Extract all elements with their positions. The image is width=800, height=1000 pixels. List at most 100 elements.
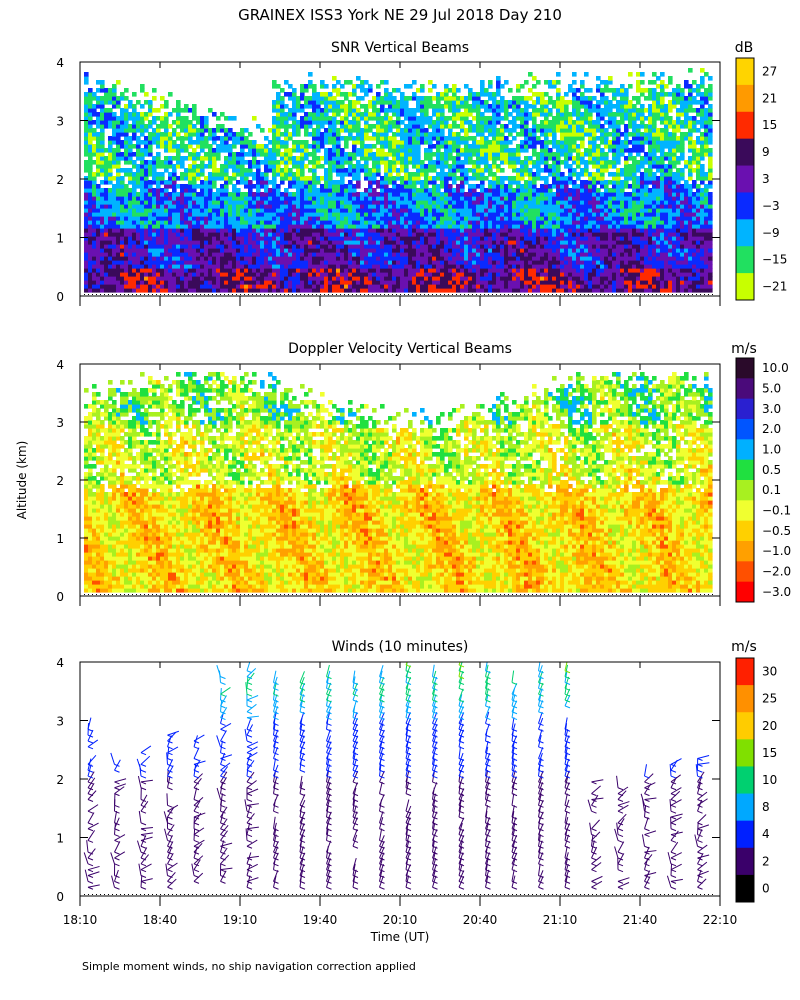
colorbar-1: 27 21 15 9 3 −3 −9 −15 −21 dB xyxy=(735,40,787,301)
colorbar-3-swatch-3 xyxy=(736,739,754,767)
colorbar-1-frame xyxy=(735,57,755,301)
colorbar-1-label-7: −15 xyxy=(762,253,787,267)
colorbar-2-swatch-5 xyxy=(736,459,754,481)
colorbar-2-swatch-4 xyxy=(736,439,754,461)
colorbar-3-swatch-6 xyxy=(736,820,754,849)
colorbar-3-swatch-4 xyxy=(736,766,754,795)
y-tick-label-2-2: 2 xyxy=(56,474,64,488)
colorbar-2-swatch-1 xyxy=(736,378,754,400)
y-tick-label-2-4: 4 xyxy=(56,358,64,372)
colorbar-2-swatch-10 xyxy=(736,561,754,583)
panel-2: Doppler Velocity Vertical Beams 0 1 2 3 4 10.0… xyxy=(56,341,791,606)
colorbar-2-label-9: −1.0 xyxy=(762,544,791,558)
y-tick-label-1-0: 0 xyxy=(56,290,64,304)
colorbar-2-swatch-2 xyxy=(736,398,754,420)
y-tick-label-3-4: 4 xyxy=(56,656,64,670)
y-tick-label-2-0: 0 xyxy=(56,590,64,604)
colorbar-1-swatch-1 xyxy=(736,84,754,113)
colorbar-3-frame xyxy=(735,657,755,903)
colorbar-3-swatch-0 xyxy=(736,658,754,686)
colorbar-2-swatch-11 xyxy=(736,581,754,603)
colorbar-1-swatch-7 xyxy=(736,246,754,274)
colorbar-1-label-8: −21 xyxy=(762,280,787,294)
colorbar-2-label-4: 1.0 xyxy=(762,443,781,457)
colorbar-2-label-3: 2.0 xyxy=(762,422,781,436)
y-tick-label-2-3: 3 xyxy=(56,416,64,430)
colorbar-3-swatch-5 xyxy=(736,793,754,822)
colorbar-2-swatch-6 xyxy=(736,480,754,501)
colorbar-2-label-6: 0.1 xyxy=(762,483,781,497)
footnote: Simple moment winds, no ship navigation … xyxy=(82,960,416,973)
colorbar-3-swatch-8 xyxy=(736,874,754,903)
colorbar-3-label-0: 30 xyxy=(762,665,777,679)
y-tick-label-1-1: 1 xyxy=(56,232,64,246)
colorbar-1-swatch-6 xyxy=(736,219,754,247)
colorbar-2-label-8: −0.5 xyxy=(762,524,791,538)
colorbar-1-swatch-0 xyxy=(736,58,754,86)
colorbar-3-swatch-2 xyxy=(736,712,754,740)
colorbar-2-swatch-7 xyxy=(736,500,754,522)
colorbar-2-swatch-9 xyxy=(736,541,754,562)
y-tick-label-3-1: 1 xyxy=(56,832,64,846)
colorbar-2-label-11: −3.0 xyxy=(762,585,791,599)
panel-1-plot-area xyxy=(84,68,713,293)
colorbar-2-label-0: 10.0 xyxy=(762,361,789,375)
x-tick-label-5: 20:40 xyxy=(463,913,498,927)
colorbar-3-label-7: 2 xyxy=(762,854,770,868)
colorbar-1-swatch-8 xyxy=(736,273,754,301)
colorbar-3-label-4: 10 xyxy=(762,773,777,787)
x-tick-label-2: 19:10 xyxy=(223,913,258,927)
x-tick-label-8: 22:10 xyxy=(703,913,738,927)
panels: SNR Vertical Beams0123427211593−3−9−15−2… xyxy=(56,40,791,927)
colorbar-3-label-8: 0 xyxy=(762,881,770,895)
colorbar-2-label-1: 5.0 xyxy=(762,382,781,396)
colorbar-3-label-3: 15 xyxy=(762,746,777,760)
x-tick-label-4: 20:10 xyxy=(383,913,418,927)
panel-3-plot-area xyxy=(83,662,710,890)
panel-2-plot-area xyxy=(84,372,713,593)
colorbar-1-swatch-5 xyxy=(736,192,754,220)
x-tick-label-0: 18:10 xyxy=(63,913,98,927)
panel-1: SNR Vertical Beams 0 1 2 3 4 27 21 15 9 3 −3 −9 −15 −2… xyxy=(56,40,787,306)
colorbar-2-label-5: 0.5 xyxy=(762,463,781,477)
y-tick-label-1-2: 2 xyxy=(56,173,64,187)
colorbar-2-frame xyxy=(735,357,755,603)
y-axis-label: Altitude (km) xyxy=(15,441,29,520)
x-tick-label-6: 21:10 xyxy=(543,913,578,927)
x-tick-label-7: 21:40 xyxy=(623,913,658,927)
x-tick-label-3: 19:40 xyxy=(303,913,338,927)
colorbar-1-swatch-3 xyxy=(736,138,754,167)
colorbar-3-swatch-7 xyxy=(736,847,754,876)
panel-1-title: SNR Vertical Beams xyxy=(331,40,469,56)
colorbar-2-swatch-0 xyxy=(736,358,754,379)
colorbar-2-label-10: −2.0 xyxy=(762,565,791,579)
colorbar-2-label-7: −0.1 xyxy=(762,504,791,518)
colorbar-1-swatch-4 xyxy=(736,165,754,193)
colorbar-3-unit: m/s xyxy=(731,639,757,655)
y-tick-label-1-4: 4 xyxy=(56,56,64,70)
colorbar-3-label-2: 20 xyxy=(762,719,777,733)
colorbar-1-label-3: 9 xyxy=(762,145,770,159)
panel-3-frame xyxy=(79,661,721,897)
colorbar-1-label-1: 21 xyxy=(762,91,777,105)
colorbar-1-label-5: −3 xyxy=(762,199,780,213)
colorbar-1-swatch-2 xyxy=(736,111,754,140)
colorbar-1-unit: dB xyxy=(735,40,754,56)
colorbar-2: 10.0 5.0 3.0 2.0 1.0 0.5 0.1 −0.1 −0.5 −1.0 −2.0 −3… xyxy=(731,341,791,603)
x-tick-label-1: 18:40 xyxy=(143,913,178,927)
colorbar-2-unit: m/s xyxy=(731,341,757,357)
colorbar-1-label-4: 3 xyxy=(762,172,770,186)
colorbar-1-label-0: 27 xyxy=(762,64,777,78)
y-tick-label-2-1: 1 xyxy=(56,532,64,546)
colorbar-3-label-1: 25 xyxy=(762,692,777,706)
colorbar-1-label-2: 15 xyxy=(762,118,777,132)
colorbar-1-label-6: −9 xyxy=(762,226,780,240)
colorbar-2-label-2: 3.0 xyxy=(762,402,781,416)
panel-2-title: Doppler Velocity Vertical Beams xyxy=(288,341,512,357)
y-tick-label-3-2: 2 xyxy=(56,773,64,787)
panel-3: Winds (10 minutes) 0 1 2 3 4 18:10 18:40 19:10 19… xyxy=(56,639,777,927)
y-tick-label-1-3: 3 xyxy=(56,115,64,129)
y-tick-label-3-0: 0 xyxy=(56,890,64,904)
